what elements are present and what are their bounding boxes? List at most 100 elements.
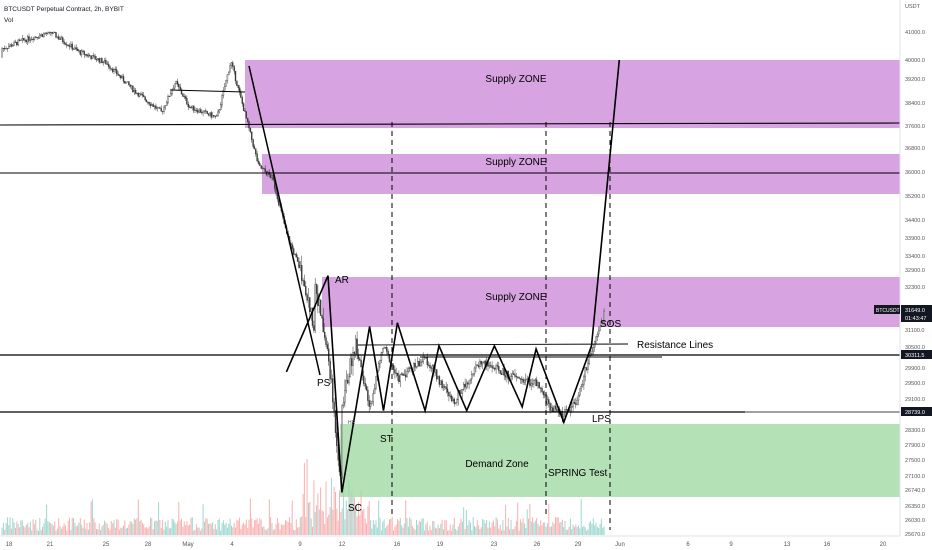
volume-bar (515, 520, 517, 535)
candle-body (454, 402, 457, 404)
candle-body (245, 111, 248, 119)
volume-bar (506, 526, 508, 535)
volume-bar (89, 522, 91, 535)
volume-bar (494, 526, 496, 535)
chart-title[interactable]: BTCUSDT Perpetual Contract, 2h, BYBIT (4, 6, 124, 13)
volume-bar (62, 526, 64, 535)
price-tick-label: 26030.0 (905, 518, 925, 524)
volume-bar (191, 517, 193, 535)
level-tag-1 (901, 350, 932, 359)
volume-bar (322, 511, 324, 535)
candle-body (161, 110, 164, 112)
volume-bar (10, 528, 12, 535)
candle-body (187, 103, 190, 108)
volume-bar (475, 527, 477, 535)
candle-body (444, 386, 446, 388)
candle-body (124, 81, 126, 84)
candle-body (87, 55, 90, 57)
volume-bar (66, 530, 68, 535)
candle-body (346, 380, 349, 384)
volume-bar (316, 505, 318, 535)
volume-bar (364, 518, 366, 535)
candle-body (326, 344, 329, 350)
volume-bar (65, 525, 66, 535)
price-tick-label: 29100.0 (905, 397, 925, 403)
candle-body (22, 38, 25, 41)
volume-bar (213, 529, 215, 535)
candle-body (71, 43, 73, 50)
candle-body (78, 50, 80, 52)
volume-bar (140, 519, 142, 535)
volume-bar (21, 520, 23, 535)
volume-bar (491, 522, 493, 535)
candle-body (94, 55, 96, 60)
price-tick-label: 27100.0 (905, 474, 925, 480)
candle-body (98, 58, 100, 63)
candle-body (153, 105, 156, 108)
candle-body (307, 297, 310, 301)
volume-bar (124, 520, 126, 535)
volume-bar (383, 519, 385, 535)
candle-body (584, 367, 586, 377)
candle-body (54, 31, 56, 33)
date-tick-label: 21 (47, 542, 54, 548)
volume-bar (154, 521, 155, 535)
volume-bar (171, 518, 173, 535)
volume-bar (73, 518, 74, 535)
volume-bar (155, 520, 157, 535)
volume-bar (600, 518, 602, 535)
volume-bar (263, 526, 265, 535)
volume-bar (178, 502, 180, 535)
candle-body (573, 402, 576, 404)
candle-body (490, 365, 492, 367)
candle-body (365, 386, 368, 391)
volume-bar (159, 520, 161, 535)
label-sc: SC (348, 503, 362, 514)
candle-body (240, 91, 242, 98)
candle-body (471, 374, 473, 380)
supply-zone-3-label: Supply ZONE (485, 292, 546, 303)
candle-body (407, 368, 410, 372)
volume-bar (82, 527, 84, 535)
candle-body (355, 338, 357, 354)
candle-body (525, 379, 527, 381)
candle-body (500, 373, 503, 375)
volume-bar (137, 499, 139, 535)
candle-body (63, 41, 65, 44)
volume-bar (29, 521, 31, 535)
volume-bar (229, 518, 231, 535)
candle-body (250, 131, 253, 140)
candle-body (129, 84, 131, 87)
volume-bar (170, 527, 172, 535)
supply-zone-1 (245, 60, 900, 128)
candle-body (371, 400, 373, 404)
candle-body (572, 402, 574, 407)
volume-bar (299, 517, 301, 535)
candle-body (496, 365, 499, 367)
candle-body (103, 60, 106, 63)
volume-bar (59, 526, 61, 535)
candle-body (257, 160, 260, 164)
volume-bar (499, 524, 501, 535)
candle-body (434, 369, 437, 373)
time-axis[interactable]: 18 21 25 28 May 4 9 12 16 19 23 26 29 Jun 6 9 13 16 20 (0, 535, 900, 548)
candle-body (336, 432, 338, 446)
volume-bar (344, 519, 346, 535)
volume-bar (42, 526, 43, 535)
candle-body (542, 391, 545, 396)
price-axis[interactable]: USDT 41000.0 40000.0 39200.0 38400.0 37600.0… (899, 0, 925, 538)
volume-bar (252, 527, 254, 535)
date-tick-label: 20 (880, 542, 887, 548)
volume-bar (546, 523, 548, 535)
candle-body (130, 85, 133, 87)
candle-body (175, 80, 177, 84)
volume-bar (341, 508, 343, 535)
volume-bar (559, 522, 561, 535)
volume-bar (247, 528, 249, 535)
candle-body (219, 104, 222, 110)
volume-indicator-label[interactable]: Vol (4, 17, 14, 24)
volume-bar (193, 530, 195, 535)
volume-bar (371, 528, 373, 535)
price-axis-currency: USDT (905, 4, 921, 10)
